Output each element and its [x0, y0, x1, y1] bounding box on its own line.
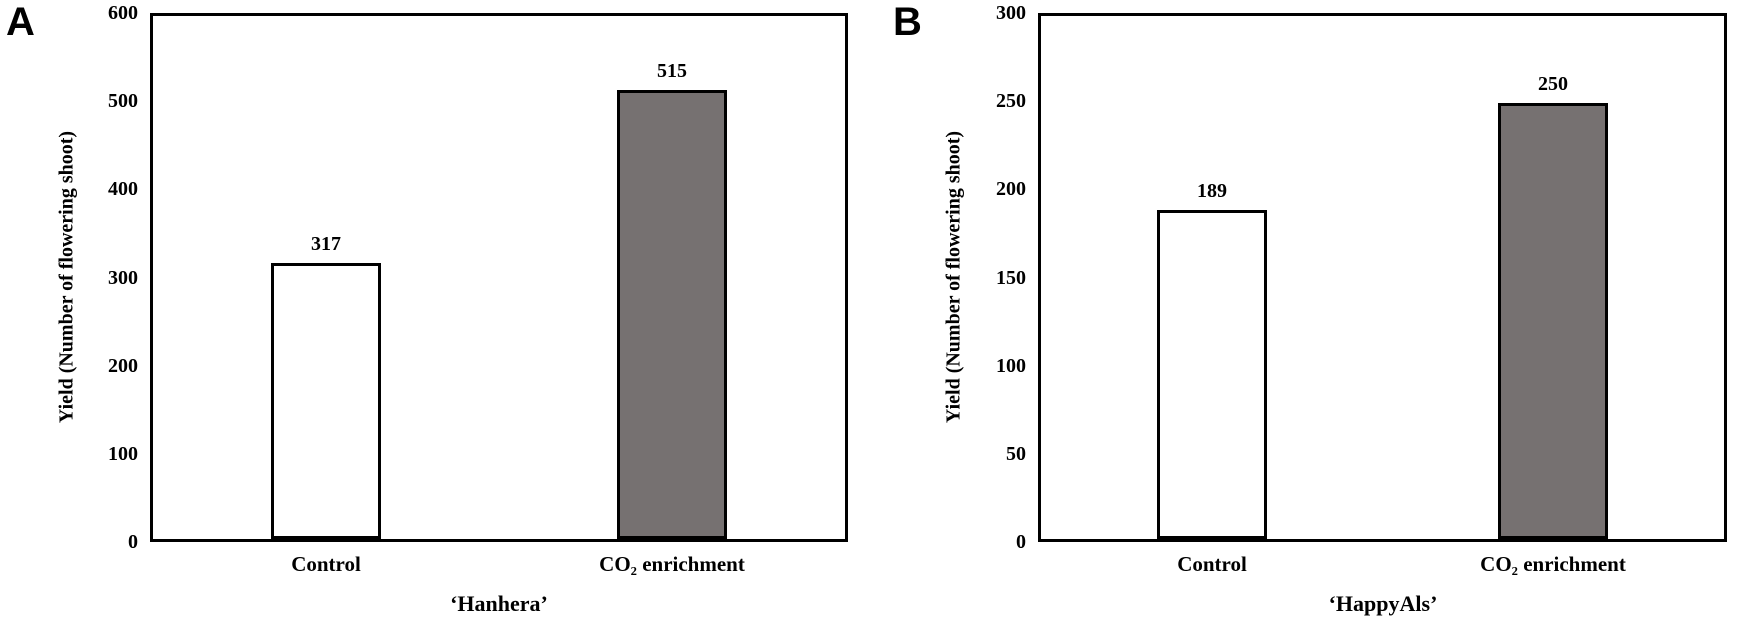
panel-b: B Yield (Number of flowering shoot) 189 2…	[869, 0, 1739, 627]
y-tick-label: 250	[996, 90, 1026, 113]
y-tick-label: 600	[108, 2, 138, 24]
y-tick-label: 100	[996, 354, 1026, 377]
bar-value-label: 250	[1538, 73, 1568, 95]
chart-caption: ‘Hanhera’	[450, 591, 548, 616]
y-tick-label: 0	[1016, 531, 1026, 553]
category-label-control: Control	[1177, 552, 1247, 576]
bar-value-label: 515	[657, 60, 687, 82]
bar-value-label: 317	[311, 233, 341, 255]
y-tick-label: 200	[996, 178, 1026, 201]
category-label-co2-enrichment: CO₂ enrichment	[599, 552, 745, 576]
chart-caption: ‘HappyAls’	[1328, 591, 1438, 616]
panel-letter-b: B	[893, 0, 922, 44]
plot-area: 317 515	[150, 13, 848, 542]
panel-a: A Yield (Number of flowering shoot) 317 5…	[0, 0, 869, 627]
bar-control	[271, 263, 381, 539]
bar-co2-enrichment	[617, 90, 727, 539]
y-tick-label: 500	[108, 90, 138, 113]
bar-control	[1157, 210, 1267, 539]
y-tick-label: 100	[108, 442, 138, 465]
category-label-co2-enrichment: CO₂ enrichment	[1480, 552, 1626, 576]
y-tick-label: 300	[108, 266, 138, 289]
y-tick-label: 50	[1006, 442, 1026, 465]
y-tick-label: 150	[996, 266, 1026, 289]
y-tick-label: 0	[128, 531, 138, 553]
category-label-control: Control	[291, 552, 361, 576]
y-tick-label: 300	[996, 2, 1026, 24]
y-tick-label: 200	[108, 354, 138, 377]
y-tick-label: 400	[108, 178, 138, 201]
plot-area: 189 250	[1038, 13, 1727, 542]
bar-value-label: 189	[1197, 180, 1227, 202]
panel-letter-a: A	[6, 0, 35, 44]
bar-co2-enrichment	[1498, 103, 1608, 539]
